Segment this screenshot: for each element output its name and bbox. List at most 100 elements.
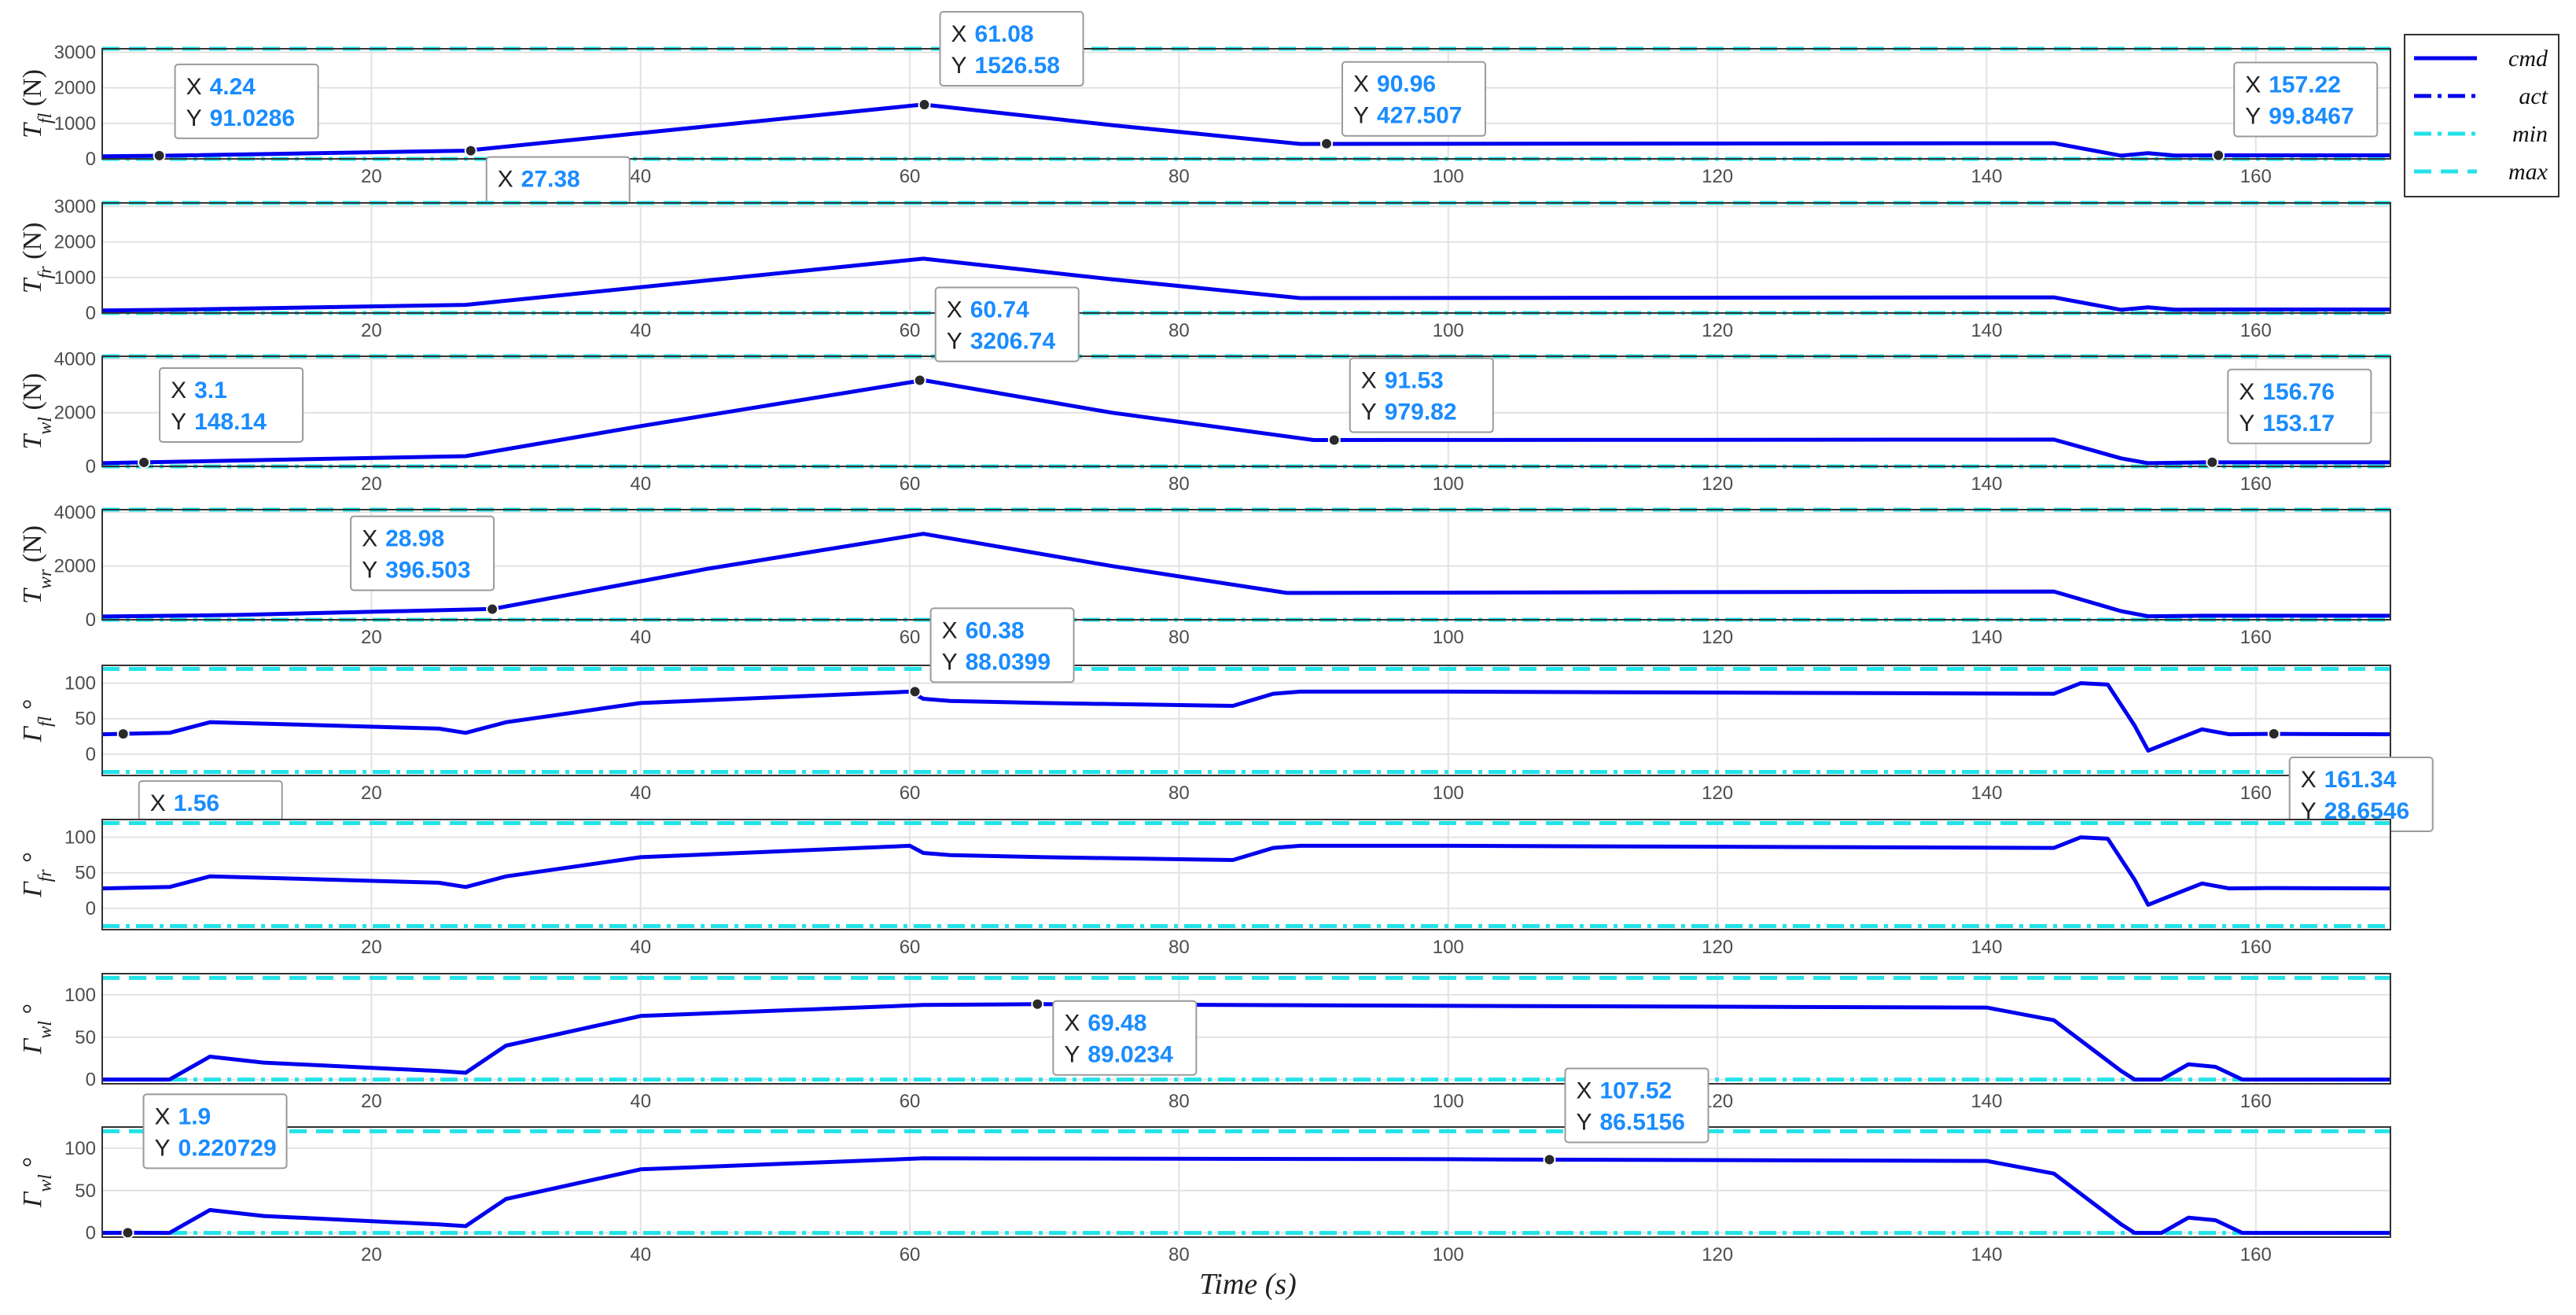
datatip-x-value: 60.38 <box>966 617 1025 643</box>
axes-box <box>101 48 2391 160</box>
axes-box <box>101 819 2391 930</box>
x-tick-label: 20 <box>361 473 382 495</box>
x-tick-label: 20 <box>361 1244 382 1265</box>
datatip-y-value: 86.5156 <box>1599 1109 1684 1135</box>
datatip-marker[interactable] <box>1327 433 1341 447</box>
datatip[interactable]: X 157.22 Y 99.8467 <box>2212 61 2379 162</box>
x-tick-label: 120 <box>1702 473 1733 495</box>
y-tick-label: 0 <box>86 610 96 631</box>
datatip-box <box>1349 357 1494 433</box>
datatip-y-value: 3206.74 <box>970 329 1056 355</box>
y-tick-label: 0 <box>86 303 96 324</box>
x-tick-label: 40 <box>630 473 651 495</box>
x-tick-label: 120 <box>1702 320 1733 341</box>
datatip-y-key: Y <box>942 649 958 675</box>
datatip-x-value: 91.53 <box>1385 368 1444 394</box>
datatip-x-value: 28.98 <box>385 525 444 551</box>
datatip-marker[interactable] <box>1031 997 1044 1011</box>
x-tick-label: 120 <box>1702 166 1733 187</box>
y-tick-label: 3000 <box>54 42 96 64</box>
datatip-x-key: X <box>942 617 958 643</box>
datatip[interactable]: X 69.48 Y 89.0234 <box>1031 997 1198 1076</box>
datatip-box <box>2227 368 2372 444</box>
datatip-box <box>1564 1067 1709 1144</box>
x-tick-label: 120 <box>1702 1244 1733 1265</box>
datatip-box <box>934 286 1080 363</box>
datatip-marker[interactable] <box>486 602 499 616</box>
x-tick-label: 120 <box>1702 627 1733 648</box>
datatip-marker[interactable] <box>1320 137 1334 150</box>
datatip-marker[interactable] <box>2206 455 2219 469</box>
datatip[interactable]: X 3.1 Y 148.14 <box>138 367 304 469</box>
axes-box <box>101 355 2391 467</box>
series-line-act <box>101 257 2390 311</box>
datatip-y-key: Y <box>951 53 967 79</box>
datatip[interactable]: X 161.34Y 28.6546 <box>2267 727 2434 833</box>
datatip-y-key: Y <box>1576 1109 1592 1135</box>
datatip-y-key: Y <box>1361 400 1377 425</box>
axes-box <box>101 973 2391 1085</box>
datatip-marker[interactable] <box>116 727 130 741</box>
datatip-marker[interactable] <box>2267 727 2280 741</box>
datatip-x-key: X <box>1361 368 1377 394</box>
datatip-x-value: 60.74 <box>970 297 1029 323</box>
series-line-act <box>101 682 2391 752</box>
y-tick-label: 0 <box>86 898 96 919</box>
datatip[interactable]: X 28.98 Y 396.503 <box>350 515 499 616</box>
datatip-y-value: 88.0399 <box>966 649 1051 675</box>
x-tick-label: 140 <box>1971 1091 2002 1112</box>
x-tick-label: 80 <box>1168 320 1190 341</box>
datatip-y-key: Y <box>2239 411 2254 436</box>
x-tick-label: 100 <box>1433 937 1464 958</box>
datatip[interactable]: X 4.24 Y 91.0286 <box>153 63 319 162</box>
panel-2: 20 40 60 80 100 120 140 160 0 1000 2000 3000 Tfr (N) <box>18 197 2391 341</box>
x-tick-label: 40 <box>630 627 651 648</box>
datatip[interactable]: X 90.96 Y 427.507 <box>1320 61 1487 150</box>
datatip-marker[interactable] <box>153 149 166 162</box>
panel-8: 20 40 60 80 100 120 140 160 0 50 100 Γwl ° <box>18 1126 2391 1265</box>
datatip-marker[interactable] <box>1543 1153 1556 1166</box>
datatip-x-key: X <box>2301 767 2317 793</box>
x-tick-label: 40 <box>630 1244 651 1265</box>
datatip[interactable]: X 60.38 Y 88.0399 <box>908 607 1075 698</box>
x-tick-label: 140 <box>1971 627 2002 648</box>
x-tick-label: 80 <box>1168 1091 1190 1112</box>
datatip[interactable]: X 107.52 Y 86.5156 <box>1543 1067 1709 1166</box>
x-tick-label: 120 <box>1702 783 1733 804</box>
datatip-marker[interactable] <box>121 1226 134 1239</box>
x-tick-label: 60 <box>900 473 921 495</box>
datatip[interactable]: X 61.08 Y 1526.58 <box>918 11 1084 112</box>
x-tick-label: 80 <box>1168 473 1190 495</box>
y-tick-label: 2000 <box>54 78 96 99</box>
datatip-marker[interactable] <box>464 144 477 157</box>
datatip-x-key: X <box>947 297 962 323</box>
datatip[interactable]: X 156.76 Y 153.17 <box>2206 368 2372 469</box>
y-tick-label: 1000 <box>54 113 96 134</box>
datatip-x-key: X <box>498 167 513 193</box>
datatip-y-key: Y <box>947 329 962 355</box>
x-tick-label: 100 <box>1433 320 1464 341</box>
datatip-marker[interactable] <box>913 374 926 387</box>
datatip-y-key: Y <box>171 409 186 435</box>
datatip-marker[interactable] <box>918 98 931 112</box>
datatip-y-key: Y <box>1353 103 1369 129</box>
datatip[interactable]: X 60.74 Y 3206.74 <box>913 286 1080 387</box>
datatip-x-value: 27.38 <box>521 167 580 193</box>
datatip-x-value: 161.34 <box>2324 767 2397 793</box>
x-tick-label: 60 <box>900 627 921 648</box>
datatip-x-value: 69.48 <box>1087 1011 1146 1037</box>
x-tick-label: 40 <box>630 166 651 187</box>
datatip-x-key: X <box>155 1103 171 1129</box>
datatip-y-value: 148.14 <box>194 409 267 435</box>
y-tick-label: 2000 <box>54 403 96 424</box>
datatip-marker[interactable] <box>908 685 922 698</box>
datatip[interactable]: X 91.53 Y 979.82 <box>1327 357 1494 447</box>
datatip-marker[interactable] <box>138 455 151 469</box>
legend-label-min: min <box>2512 121 2548 147</box>
y-tick-label: 4000 <box>54 502 96 523</box>
x-tick-label: 80 <box>1168 783 1190 804</box>
datatip-x-value: 107.52 <box>1599 1077 1672 1103</box>
datatip-marker[interactable] <box>2212 149 2225 162</box>
datatip[interactable]: X 1.9 Y 0.220729 <box>121 1093 288 1239</box>
datatip-x-value: 157.22 <box>2269 72 2341 98</box>
